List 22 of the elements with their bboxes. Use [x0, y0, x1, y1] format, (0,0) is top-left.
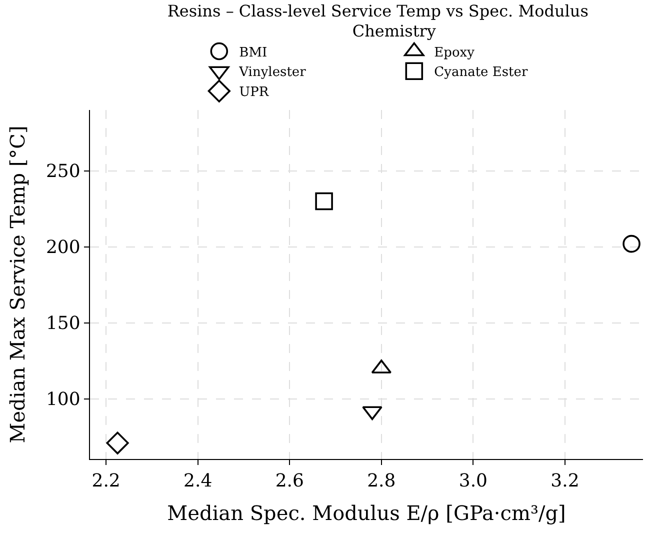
- x-tick-label: 2.4: [184, 470, 212, 492]
- y-tick-label: 100: [46, 389, 80, 410]
- x-tick-label: 2.2: [92, 470, 120, 492]
- legend-label: UPR: [239, 85, 270, 100]
- y-tick-label: 200: [46, 237, 80, 258]
- point: [315, 192, 333, 210]
- point: [106, 432, 129, 454]
- y-tick-label: 250: [46, 161, 80, 182]
- x-tick-label: 3.0: [458, 470, 488, 492]
- y-tick-label: 150: [46, 313, 80, 334]
- chart-title: Resins – Class-level Service Temp vs Spec. Modulus: [167, 2, 588, 21]
- x-tick-label: 2.8: [367, 470, 396, 492]
- legend-title: Chemistry: [352, 21, 436, 40]
- x-tick-label: 3.2: [550, 470, 580, 492]
- y-axis-title: Median Max Service Temp [°C]: [5, 126, 30, 444]
- legend-label: Cyanate Ester: [434, 65, 528, 80]
- x-tick-label: 2.6: [275, 470, 304, 492]
- point: [622, 234, 640, 253]
- legend-label: Epoxy: [434, 45, 476, 60]
- x-axis-title: Median Spec. Modulus E/ρ [GPa·cm³/g]: [167, 501, 566, 526]
- legend-label: BMI: [239, 45, 268, 60]
- legend-label: Vinylester: [238, 65, 307, 80]
